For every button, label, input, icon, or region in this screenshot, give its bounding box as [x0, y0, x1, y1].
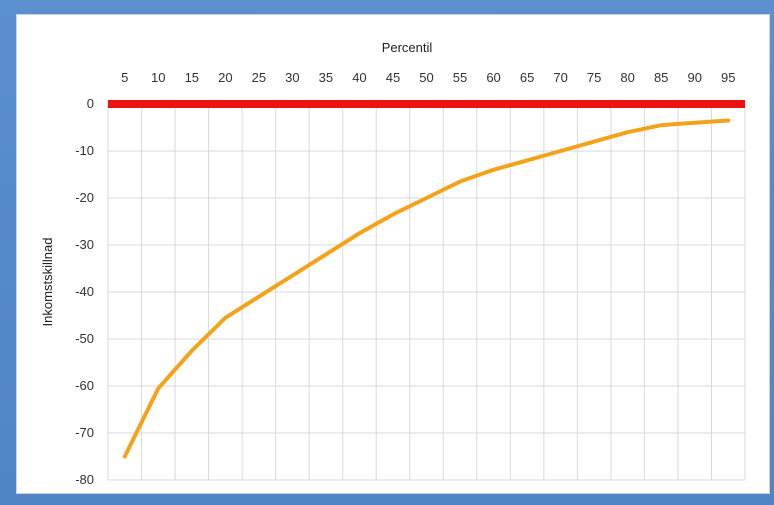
y-tick-label: 0 — [87, 96, 94, 111]
y-tick-label: -30 — [75, 237, 94, 252]
x-tick-label: 90 — [687, 70, 701, 85]
x-tick-label: 35 — [319, 70, 333, 85]
y-tick-label: -20 — [75, 190, 94, 205]
x-axis-title: Percentil — [382, 40, 433, 55]
y-tick-labels: 0 -10 -20 -30 -40 -50 -60 -70 -80 — [75, 96, 94, 487]
x-tick-label: 10 — [151, 70, 165, 85]
x-tick-label: 20 — [218, 70, 232, 85]
series-lines — [108, 100, 745, 459]
x-tick-label: 5 — [121, 70, 128, 85]
x-tick-labels: 5 10 15 20 25 30 35 40 45 50 55 60 65 70 75 80 85 90 95 — [121, 70, 735, 85]
x-tick-label: 75 — [587, 70, 601, 85]
x-tick-label: 30 — [285, 70, 299, 85]
x-tick-label: 65 — [520, 70, 534, 85]
x-tick-label: 15 — [185, 70, 199, 85]
y-tick-label: -40 — [75, 284, 94, 299]
x-tick-label: 95 — [721, 70, 735, 85]
x-tick-label: 45 — [386, 70, 400, 85]
x-tick-label: 80 — [620, 70, 634, 85]
x-tick-label: 85 — [654, 70, 668, 85]
y-tick-label: -50 — [75, 331, 94, 346]
y-tick-label: -60 — [75, 378, 94, 393]
y-tick-label: -70 — [75, 425, 94, 440]
x-tick-label: 70 — [553, 70, 567, 85]
x-tick-label: 25 — [252, 70, 266, 85]
x-tick-label: 55 — [453, 70, 467, 85]
x-tick-label: 40 — [352, 70, 366, 85]
y-axis-title: Inkomstskillnad — [40, 238, 55, 327]
x-tick-label: 50 — [419, 70, 433, 85]
x-tick-label: 60 — [486, 70, 500, 85]
y-tick-label: -80 — [75, 472, 94, 487]
grid-lines — [107, 103, 746, 481]
y-tick-label: -10 — [75, 143, 94, 158]
income-difference-line — [122, 118, 731, 459]
